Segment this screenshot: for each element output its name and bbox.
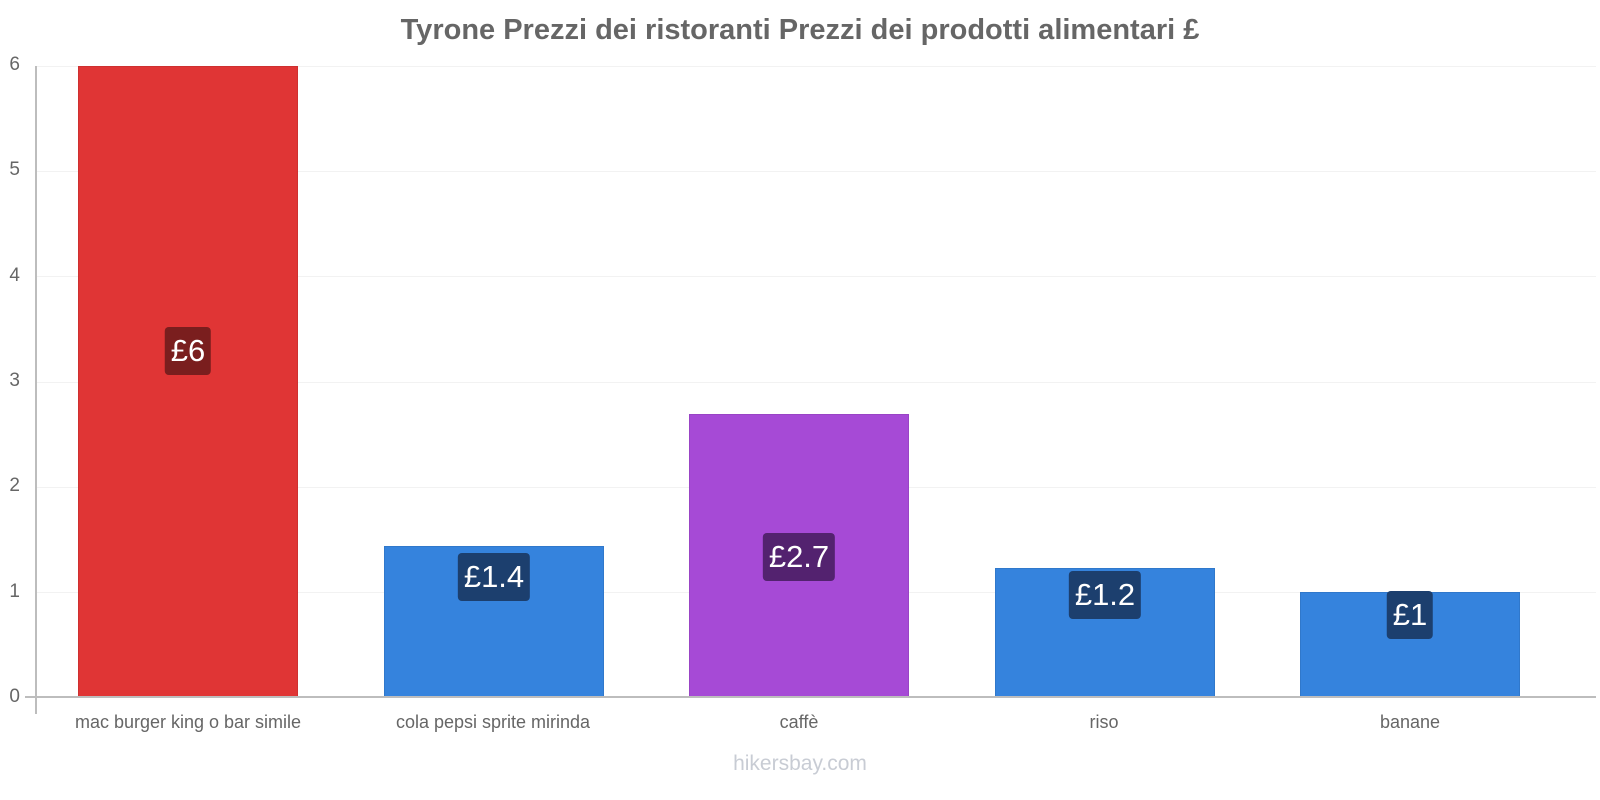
bar-cola-pepsi[interactable]: £1.4 (384, 546, 604, 697)
y-axis-line (35, 66, 37, 714)
y-tick: 4 (9, 265, 20, 286)
gridline (36, 66, 1596, 67)
gridline (36, 382, 1596, 383)
bar-banane[interactable]: £1 (1300, 591, 1520, 697)
bar-value-label: £1.2 (1068, 570, 1142, 619)
bar-mac-burger-king[interactable]: £6 (78, 66, 298, 697)
plot-area: £6 £1.4 £2.7 £1.2 £1 (36, 66, 1596, 697)
bar-value-label: £2.7 (762, 532, 836, 581)
bar-riso[interactable]: £1.2 (995, 568, 1215, 697)
bar-value-label: £6 (164, 326, 212, 375)
chart-title: Tyrone Prezzi dei ristoranti Prezzi dei … (400, 14, 1200, 46)
y-tick: 3 (9, 370, 20, 391)
bar-value-label: £1.4 (457, 553, 531, 602)
y-tick: 6 (9, 54, 20, 75)
gridline (36, 171, 1596, 172)
gridline (36, 276, 1596, 277)
x-axis-line (25, 696, 1596, 698)
y-tick: 5 (9, 159, 20, 180)
bar-value-label: £1 (1386, 591, 1434, 639)
y-tick: 0 (9, 686, 20, 707)
x-tick-label: mac burger king o bar simile (74, 712, 302, 732)
y-tick: 1 (9, 581, 20, 602)
y-tick: 2 (9, 475, 20, 496)
bar-caffe[interactable]: £2.7 (689, 414, 909, 697)
x-tick-label: cola pepsi sprite mirinda (395, 712, 591, 732)
x-tick-label: banane (1379, 712, 1441, 732)
watermark-link[interactable]: hikersbay.com (733, 752, 867, 775)
x-tick-label: caffè (779, 712, 819, 732)
x-tick-label: riso (1089, 712, 1119, 732)
